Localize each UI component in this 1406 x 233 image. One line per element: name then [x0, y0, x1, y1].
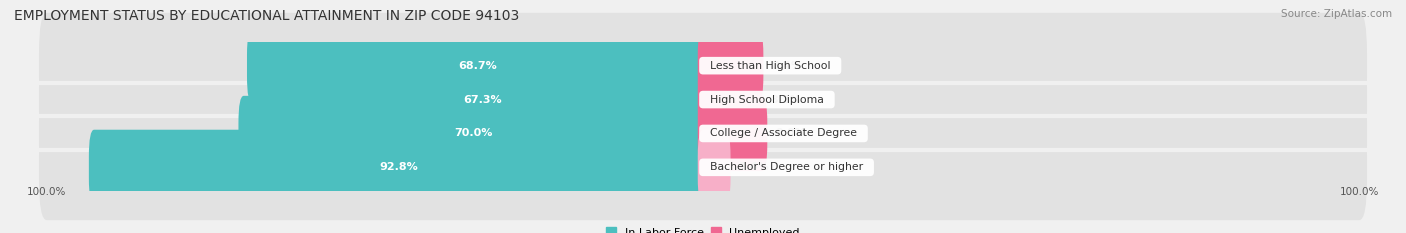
- Text: 9.0%: 9.0%: [775, 128, 806, 138]
- FancyBboxPatch shape: [39, 81, 1367, 186]
- Text: 92.8%: 92.8%: [380, 162, 418, 172]
- Legend: In Labor Force, Unemployed: In Labor Force, Unemployed: [602, 223, 804, 233]
- FancyBboxPatch shape: [697, 130, 731, 205]
- FancyBboxPatch shape: [697, 62, 762, 137]
- FancyBboxPatch shape: [39, 114, 1367, 220]
- Text: Bachelor's Degree or higher: Bachelor's Degree or higher: [703, 162, 870, 172]
- Text: 8.2%: 8.2%: [770, 95, 801, 105]
- Text: 70.0%: 70.0%: [454, 128, 492, 138]
- FancyBboxPatch shape: [697, 28, 763, 103]
- Text: High School Diploma: High School Diploma: [703, 95, 831, 105]
- Text: 67.3%: 67.3%: [463, 95, 502, 105]
- Text: 3.4%: 3.4%: [738, 162, 769, 172]
- Text: EMPLOYMENT STATUS BY EDUCATIONAL ATTAINMENT IN ZIP CODE 94103: EMPLOYMENT STATUS BY EDUCATIONAL ATTAINM…: [14, 9, 519, 23]
- Text: Source: ZipAtlas.com: Source: ZipAtlas.com: [1281, 9, 1392, 19]
- Text: 68.7%: 68.7%: [458, 61, 496, 71]
- Text: Less than High School: Less than High School: [703, 61, 838, 71]
- FancyBboxPatch shape: [697, 96, 768, 171]
- FancyBboxPatch shape: [39, 13, 1367, 119]
- FancyBboxPatch shape: [256, 62, 709, 137]
- FancyBboxPatch shape: [89, 130, 709, 205]
- Text: College / Associate Degree: College / Associate Degree: [703, 128, 865, 138]
- Text: 100.0%: 100.0%: [27, 187, 66, 197]
- FancyBboxPatch shape: [239, 96, 709, 171]
- FancyBboxPatch shape: [39, 47, 1367, 152]
- Text: 8.4%: 8.4%: [772, 61, 803, 71]
- Text: 100.0%: 100.0%: [1340, 187, 1379, 197]
- FancyBboxPatch shape: [247, 28, 709, 103]
